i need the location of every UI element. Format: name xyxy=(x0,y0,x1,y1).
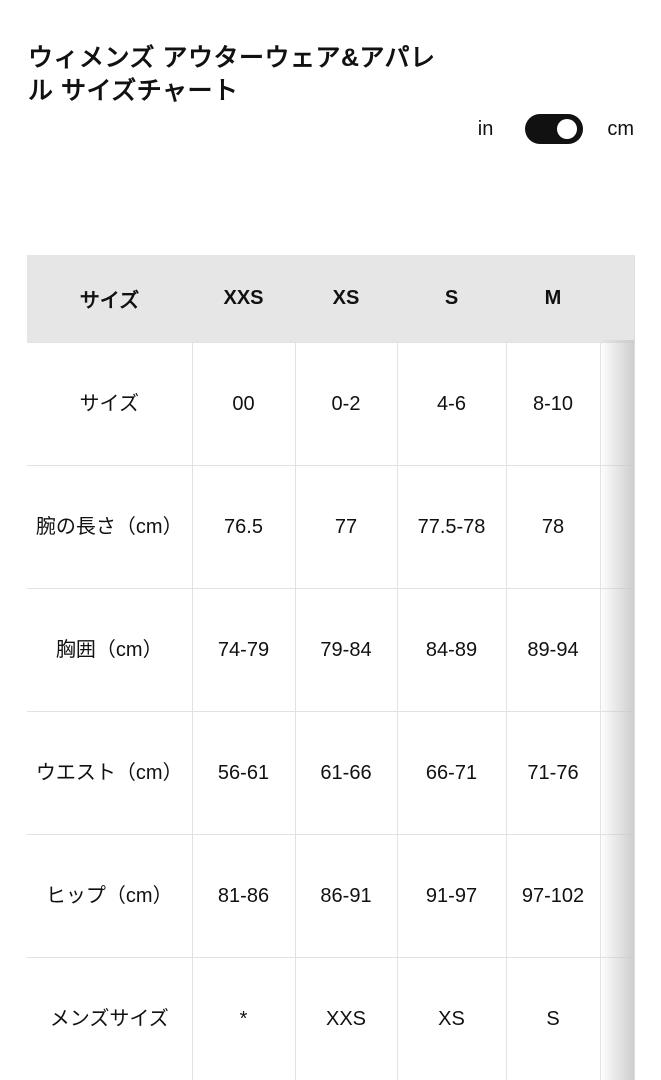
table-cell: 89-94 xyxy=(505,588,601,712)
table-cell xyxy=(599,342,634,466)
column-header: M xyxy=(506,255,600,343)
row-label: 胸囲（cm） xyxy=(27,588,193,712)
table-cell: 77 xyxy=(294,465,398,589)
table-cell: 97-102 xyxy=(505,834,601,958)
unit-switch: in cm xyxy=(478,114,634,144)
unit-label-cm[interactable]: cm xyxy=(607,117,634,140)
row-label: ウエスト（cm） xyxy=(27,711,193,835)
table-cell: 86-91 xyxy=(294,834,398,958)
table-row: ヒップ（cm） 81-86 86-91 91-97 97-102 xyxy=(27,834,634,958)
table-cell: 00 xyxy=(191,342,296,466)
table-cell: 0-2 xyxy=(294,342,398,466)
table-cell: 56-61 xyxy=(191,711,296,835)
table-cell: 61-66 xyxy=(294,711,398,835)
row-label: 腕の長さ（cm） xyxy=(27,465,193,589)
column-header: サイズ xyxy=(27,255,192,343)
row-label: ヒップ（cm） xyxy=(27,834,193,958)
column-header: S xyxy=(397,255,506,343)
table-cell: XS xyxy=(396,957,507,1080)
table-cell: 74-79 xyxy=(191,588,296,712)
table-row: メンズサイズ * XXS XS S xyxy=(27,957,634,1080)
table-cell: 91-97 xyxy=(396,834,507,958)
table-cell xyxy=(599,465,634,589)
toggle-knob xyxy=(557,119,578,139)
size-chart-table[interactable]: サイズ XXS XS S M サイズ 00 0-2 4-6 8-10 腕の長さ（cm） 76.5 77… xyxy=(27,255,634,1080)
unit-toggle[interactable] xyxy=(525,114,584,144)
table-header-row: サイズ XXS XS S M xyxy=(27,255,634,343)
table-cell: 76.5 xyxy=(191,465,296,589)
table-cell: 4-6 xyxy=(396,342,507,466)
table-cell: 79-84 xyxy=(294,588,398,712)
column-header: XXS xyxy=(192,255,295,343)
table-cell xyxy=(599,957,634,1080)
column-header xyxy=(600,255,634,343)
table-row: ウエスト（cm） 56-61 61-66 66-71 71-76 xyxy=(27,711,634,835)
table-cell xyxy=(599,834,634,958)
table-cell: 81-86 xyxy=(191,834,296,958)
row-label: メンズサイズ xyxy=(27,957,193,1080)
table-cell: S xyxy=(505,957,601,1080)
table-row: サイズ 00 0-2 4-6 8-10 xyxy=(27,342,634,466)
table-row: 胸囲（cm） 74-79 79-84 84-89 89-94 xyxy=(27,588,634,712)
table-cell: * xyxy=(191,957,296,1080)
table-row: 腕の長さ（cm） 76.5 77 77.5-78 78 xyxy=(27,465,634,589)
table-cell: 71-76 xyxy=(505,711,601,835)
row-label: サイズ xyxy=(27,342,193,466)
table-cell: XXS xyxy=(294,957,398,1080)
table-cell: 77.5-78 xyxy=(396,465,507,589)
table-cell xyxy=(599,588,634,712)
table-cell xyxy=(599,711,634,835)
page-title: ウィメンズ アウターウェア&アパレル サイズチャート xyxy=(28,44,436,105)
table-cell: 8-10 xyxy=(505,342,601,466)
table-cell: 78 xyxy=(505,465,601,589)
table-cell: 66-71 xyxy=(396,711,507,835)
table-edge xyxy=(634,255,635,1080)
unit-label-in[interactable]: in xyxy=(477,117,494,140)
table-cell: 84-89 xyxy=(396,588,507,712)
column-header: XS xyxy=(295,255,397,343)
